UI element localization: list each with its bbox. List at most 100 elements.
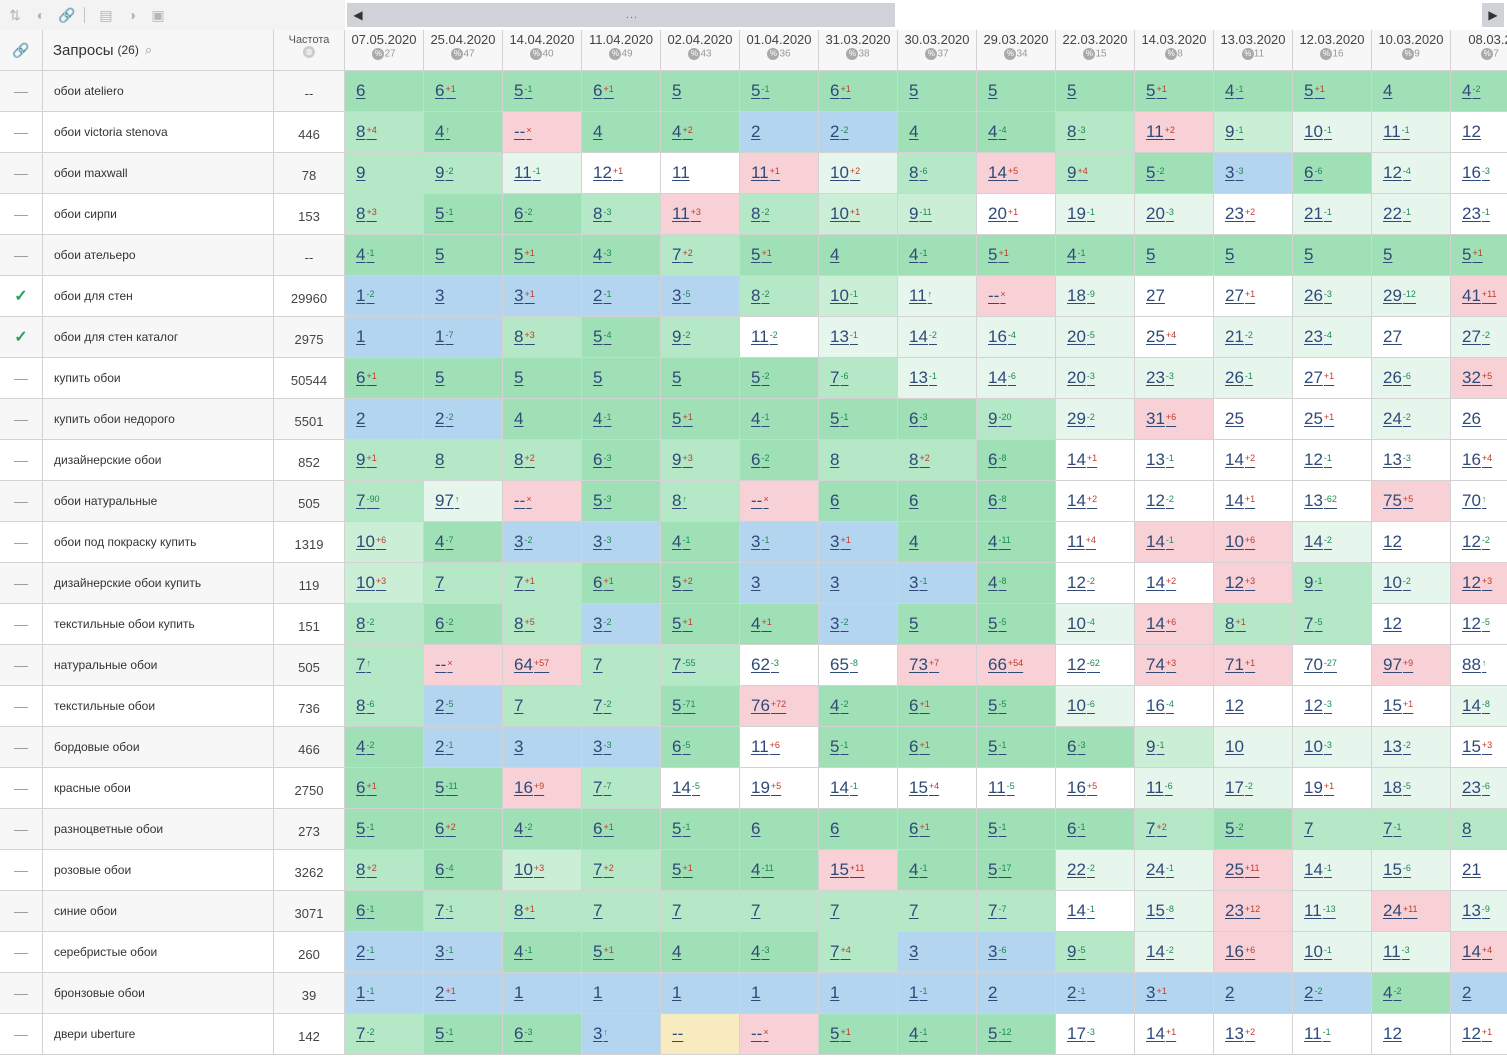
- position-cell[interactable]: 4-7: [424, 522, 503, 563]
- query-cell[interactable]: обои под покраску купить: [43, 522, 274, 563]
- position-cell[interactable]: 5: [1135, 235, 1214, 276]
- position-cell[interactable]: 6+1: [898, 809, 977, 850]
- position-cell[interactable]: 27+1: [1214, 276, 1293, 317]
- query-cell[interactable]: текстильные обои купить: [43, 604, 274, 645]
- position-cell[interactable]: 6: [819, 809, 898, 850]
- position-value[interactable]: 21: [1462, 860, 1481, 879]
- position-cell[interactable]: 5+1: [661, 399, 740, 440]
- position-cell[interactable]: 14+2: [1135, 563, 1214, 604]
- position-value[interactable]: 2-5: [435, 696, 454, 715]
- position-value[interactable]: 3-2: [514, 532, 533, 551]
- position-cell[interactable]: 5-1: [345, 809, 424, 850]
- position-value[interactable]: 12-62: [1067, 655, 1100, 674]
- position-value[interactable]: 6+1: [909, 737, 930, 756]
- position-cell[interactable]: 6+1: [819, 71, 898, 112]
- position-value[interactable]: 7: [593, 901, 603, 920]
- position-value[interactable]: 5-2: [1146, 163, 1165, 182]
- query-cell[interactable]: купить обои: [43, 358, 274, 399]
- position-value[interactable]: 31+6: [1146, 409, 1177, 428]
- position-cell[interactable]: 16+9: [503, 768, 582, 809]
- query-cell[interactable]: обои ateliero: [43, 71, 274, 112]
- position-value[interactable]: 6-8: [988, 491, 1007, 510]
- position-value[interactable]: 9-11: [909, 204, 932, 223]
- position-cell[interactable]: 16+6: [1214, 932, 1293, 973]
- position-value[interactable]: 6-6: [1304, 163, 1323, 182]
- position-value[interactable]: 6-3: [514, 1024, 533, 1043]
- position-value[interactable]: 7+1: [514, 573, 535, 592]
- position-cell[interactable]: 11↑: [898, 276, 977, 317]
- position-value[interactable]: 64+57: [514, 655, 550, 674]
- position-cell[interactable]: 3: [740, 563, 819, 604]
- position-value[interactable]: 9+1: [356, 450, 377, 469]
- position-value[interactable]: 5-1: [514, 81, 533, 100]
- position-cell[interactable]: 1-2: [345, 276, 424, 317]
- position-value[interactable]: 5+1: [1462, 245, 1483, 264]
- position-cell[interactable]: 4-4: [977, 112, 1056, 153]
- position-value[interactable]: 16-3: [1462, 163, 1490, 182]
- date-column-header[interactable]: 10.03.2020% 9: [1372, 30, 1451, 71]
- position-cell[interactable]: 23+12: [1214, 891, 1293, 932]
- position-cell[interactable]: 11+6: [740, 727, 819, 768]
- position-cell[interactable]: 8-2: [740, 194, 819, 235]
- position-value[interactable]: --×: [514, 122, 532, 141]
- position-value[interactable]: 10+1: [830, 204, 861, 223]
- position-cell[interactable]: 62-3: [740, 645, 819, 686]
- position-cell[interactable]: 7: [1293, 809, 1372, 850]
- position-value[interactable]: 12: [1383, 614, 1402, 633]
- query-cell[interactable]: дизайнерские обои: [43, 440, 274, 481]
- position-value[interactable]: 8+2: [909, 450, 930, 469]
- position-value[interactable]: 1: [514, 983, 524, 1002]
- contrast-icon[interactable]: ◑: [127, 7, 137, 23]
- position-value[interactable]: 12+1: [1462, 1024, 1493, 1043]
- position-value[interactable]: 16+6: [1225, 942, 1256, 961]
- position-cell[interactable]: 5-1: [740, 71, 819, 112]
- position-cell[interactable]: 70-27: [1293, 645, 1372, 686]
- position-cell[interactable]: 70↑: [1451, 481, 1507, 522]
- position-value[interactable]: 9-1: [1225, 122, 1244, 141]
- position-value[interactable]: 13-1: [830, 327, 858, 346]
- position-value[interactable]: 10-2: [1383, 573, 1411, 592]
- position-cell[interactable]: 7+2: [1135, 809, 1214, 850]
- position-value[interactable]: 11+4: [1067, 532, 1096, 551]
- position-cell[interactable]: 8-3: [1056, 112, 1135, 153]
- position-value[interactable]: 2-1: [435, 737, 454, 756]
- position-value[interactable]: 21-2: [1225, 327, 1253, 346]
- position-cell[interactable]: 6-1: [345, 891, 424, 932]
- position-cell[interactable]: 17-3: [1056, 1014, 1135, 1055]
- position-value[interactable]: 22-2: [1067, 860, 1095, 879]
- position-cell[interactable]: 9+3: [661, 440, 740, 481]
- position-value[interactable]: 16+4: [1462, 450, 1493, 469]
- position-cell[interactable]: 5-2: [1135, 153, 1214, 194]
- position-cell[interactable]: 5: [424, 358, 503, 399]
- position-value[interactable]: 20-5: [1067, 327, 1095, 346]
- frequency-header[interactable]: Частота ◍: [274, 30, 345, 71]
- position-cell[interactable]: 2-1: [424, 727, 503, 768]
- position-cell[interactable]: 4: [582, 112, 661, 153]
- position-cell[interactable]: 7-2: [345, 1014, 424, 1055]
- position-cell[interactable]: 2-2: [424, 399, 503, 440]
- position-value[interactable]: 7: [751, 901, 761, 920]
- position-cell[interactable]: 4-3: [582, 235, 661, 276]
- position-cell[interactable]: 4-2: [345, 727, 424, 768]
- position-value[interactable]: 15-8: [1146, 901, 1174, 920]
- position-cell[interactable]: 7+1: [503, 563, 582, 604]
- position-value[interactable]: 7+2: [672, 245, 693, 264]
- position-value[interactable]: --×: [751, 1024, 769, 1043]
- position-value[interactable]: 5+1: [751, 245, 772, 264]
- position-value[interactable]: 7+2: [593, 860, 614, 879]
- position-value[interactable]: 24+11: [1383, 901, 1418, 920]
- position-value[interactable]: 23-1: [1462, 204, 1490, 223]
- position-cell[interactable]: 29-2: [1056, 399, 1135, 440]
- position-value[interactable]: 6-3: [909, 409, 928, 428]
- position-value[interactable]: 6-1: [1067, 819, 1086, 838]
- position-cell[interactable]: 6+1: [345, 358, 424, 399]
- row-marker[interactable]: —: [0, 112, 43, 153]
- position-value[interactable]: 10+3: [356, 573, 387, 592]
- position-value[interactable]: 11+6: [751, 737, 780, 756]
- position-cell[interactable]: 3-2: [819, 604, 898, 645]
- row-marker[interactable]: —: [0, 686, 43, 727]
- position-value[interactable]: 14+5: [988, 163, 1019, 182]
- position-value[interactable]: 14-1: [1304, 860, 1332, 879]
- position-value[interactable]: 32+5: [1462, 368, 1493, 387]
- position-value[interactable]: 14-2: [909, 327, 937, 346]
